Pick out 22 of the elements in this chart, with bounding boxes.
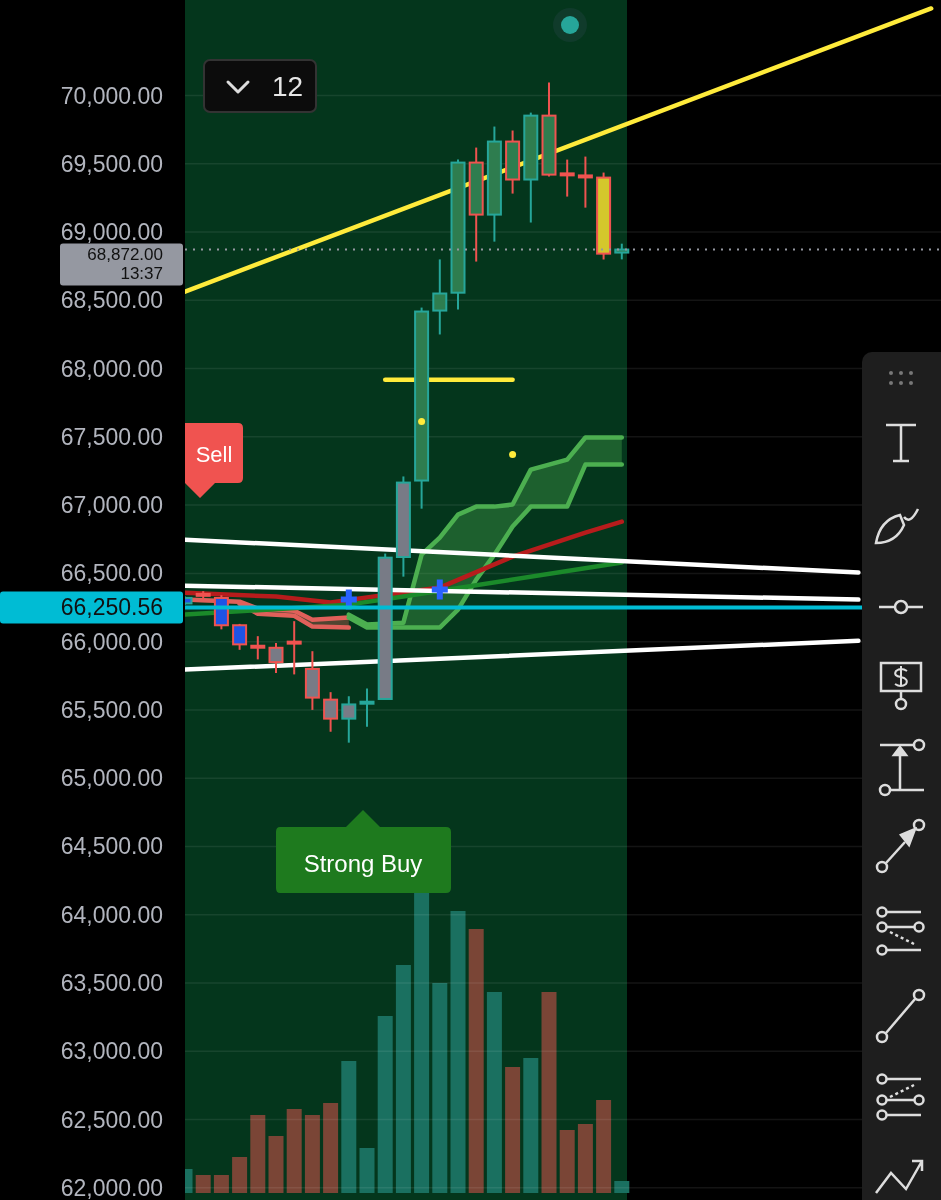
y-tick-label: 69,000.00 (60, 219, 163, 246)
annotation: Sell (195, 442, 233, 467)
y-tick-label: 62,000.00 (60, 1174, 163, 1200)
y-tick-label: 69,500.00 (60, 150, 163, 177)
y-tick-label: 65,500.00 (60, 696, 163, 723)
y-tick-label: 66,500.00 (60, 560, 163, 587)
y-tick-label: 64,500.00 (60, 833, 163, 860)
y-tick-label: 63,000.00 (60, 1038, 163, 1065)
y-tick-label: 62,500.00 (60, 1106, 163, 1133)
ref-line-label: 68,872.00 13:37 (87, 244, 163, 283)
y-tick-label: 67,500.00 (60, 423, 163, 450)
ref-line-label: 66,250.56 (60, 594, 163, 621)
annotation: Strong Buy (303, 850, 423, 877)
y-tick-label: 67,000.00 (60, 492, 163, 519)
annotation: 12 (272, 71, 304, 102)
y-tick-label: 64,000.00 (60, 901, 163, 928)
y-tick-label: 68,500.00 (60, 287, 163, 314)
y-tick-label: 70,000.00 (60, 82, 163, 109)
y-tick-label: 68,000.00 (60, 355, 163, 382)
y-tick-label: 66,000.00 (60, 628, 163, 655)
y-tick-label: 65,000.00 (60, 765, 163, 792)
y-tick-label: 63,500.00 (60, 969, 163, 996)
